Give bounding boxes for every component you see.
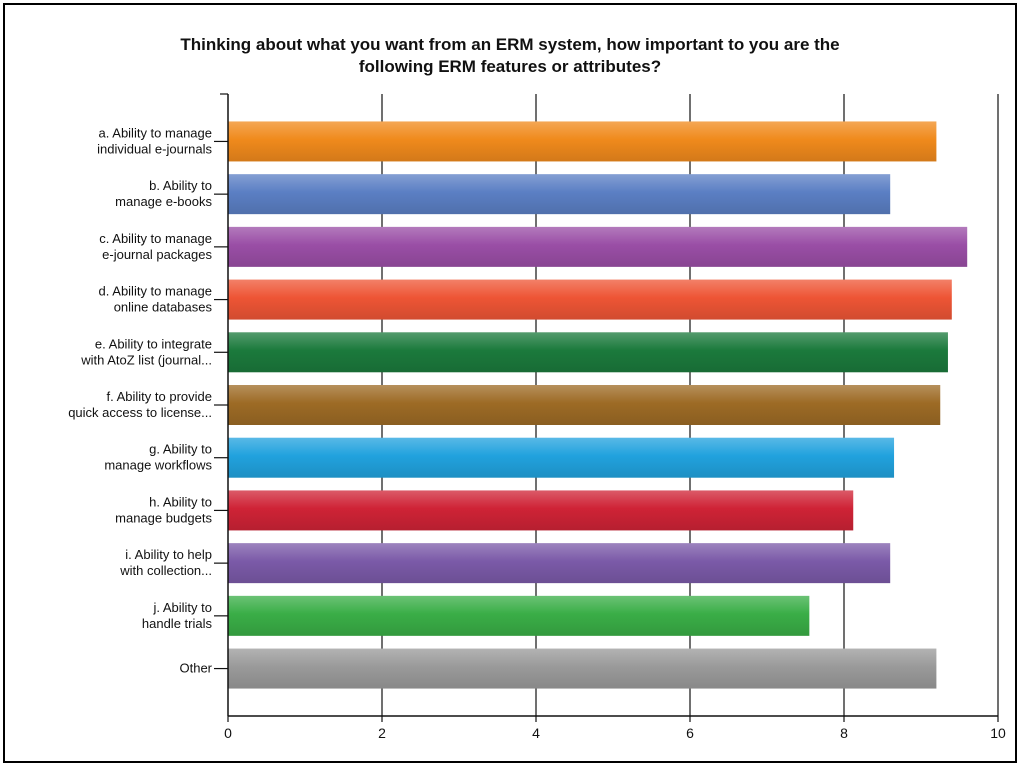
bar-3 <box>228 226 968 267</box>
category-label-8-line-2: manage budgets <box>115 510 212 525</box>
bar-6 <box>228 385 941 425</box>
bar-4 <box>228 279 952 320</box>
category-label-7-line-2: manage workflows <box>104 458 212 473</box>
x-tick-label-6: 6 <box>686 725 694 741</box>
x-tick-label-10: 10 <box>990 725 1006 741</box>
category-label-3-line-2: e-journal packages <box>102 247 212 262</box>
category-label-5-line-2: with AtoZ list (journal... <box>80 352 212 367</box>
x-tick-label-4: 4 <box>532 725 540 741</box>
x-tick-label-2: 2 <box>378 725 386 741</box>
category-label-4-line-1: d. Ability to manage <box>99 284 212 299</box>
bar-10 <box>228 595 810 636</box>
category-label-6-line-1: f. Ability to provide <box>107 389 213 404</box>
category-label-4-line-2: online databases <box>114 300 213 315</box>
chart-title: Thinking about what you want from an ERM… <box>60 34 960 78</box>
bar-1 <box>228 121 937 162</box>
category-label-10-line-2: handle trials <box>142 616 213 631</box>
category-label-2-line-1: b. Ability to <box>149 178 212 193</box>
x-tick-label-0: 0 <box>224 725 232 741</box>
bar-5 <box>228 332 948 373</box>
category-label-10-line-1: j. Ability to <box>152 600 212 615</box>
x-tick-label-8: 8 <box>840 725 848 741</box>
category-label-6-line-2: quick access to license... <box>68 405 212 420</box>
category-label-7-line-1: g. Ability to <box>149 442 212 457</box>
category-label-9-line-2: with collection... <box>119 563 212 578</box>
tick-labels: 0 2 4 6 8 10 <box>224 725 1006 741</box>
bar-8 <box>228 490 854 531</box>
category-label-11-line-1: Other <box>179 661 212 676</box>
category-label-5-line-1: e. Ability to integrate <box>95 336 212 351</box>
bar-2 <box>228 174 891 215</box>
category-label-3-line-1: c. Ability to manage <box>99 231 212 246</box>
chart-title-line-2: following ERM features or attributes? <box>358 57 662 76</box>
bars <box>228 121 968 689</box>
bar-7 <box>228 437 895 478</box>
category-label-1-line-2: individual e-journals <box>97 141 212 156</box>
category-label-1-line-1: a. Ability to manage <box>99 125 212 140</box>
category-label-8-line-1: h. Ability to <box>149 494 212 509</box>
chart-title-line-1: Thinking about what you want from an ERM… <box>180 35 840 54</box>
axes <box>214 93 999 722</box>
bar-11 <box>228 648 937 689</box>
category-label-2-line-2: manage e-books <box>115 194 212 209</box>
category-label-9-line-1: i. Ability to help <box>125 547 212 562</box>
bar-9 <box>228 543 891 584</box>
